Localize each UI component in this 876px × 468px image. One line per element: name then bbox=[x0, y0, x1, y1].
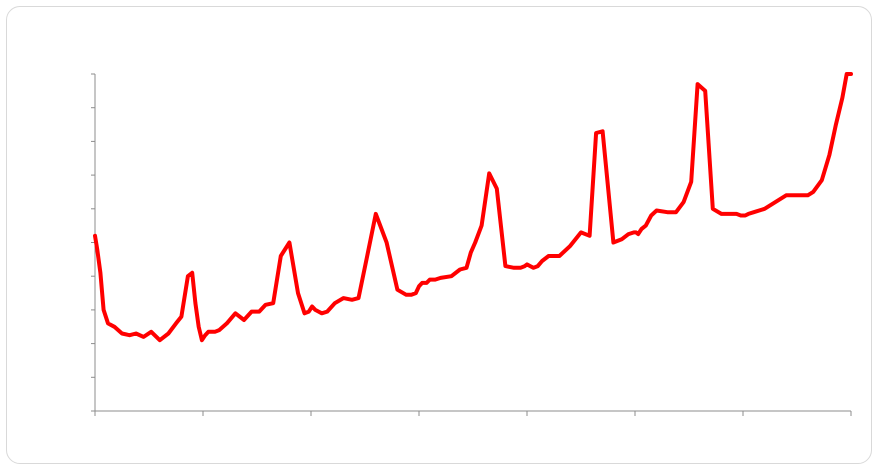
chart-axes bbox=[91, 73, 852, 416]
chart-series bbox=[93, 72, 853, 343]
chart-frame bbox=[6, 6, 872, 464]
series-line-0 bbox=[93, 72, 853, 343]
